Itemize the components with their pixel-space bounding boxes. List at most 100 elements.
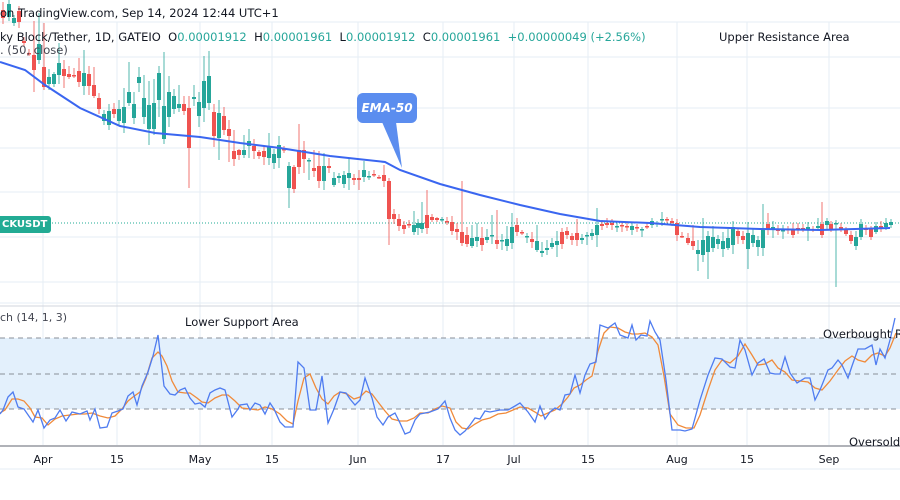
candle[interactable] <box>420 202 424 233</box>
candle[interactable] <box>879 221 883 232</box>
candle[interactable] <box>455 223 459 240</box>
candle[interactable] <box>222 107 226 135</box>
candle[interactable] <box>445 217 449 225</box>
candle[interactable] <box>834 220 838 287</box>
candle[interactable] <box>854 231 858 250</box>
ema-indicator-legend[interactable]: . (50, close) <box>0 43 68 57</box>
candle[interactable] <box>232 130 236 166</box>
candle[interactable] <box>615 223 619 232</box>
candle[interactable] <box>540 242 544 257</box>
candle[interactable] <box>555 231 559 257</box>
candle[interactable] <box>362 161 366 182</box>
candle[interactable] <box>67 66 71 79</box>
candle[interactable] <box>535 225 539 252</box>
candle[interactable] <box>525 233 529 243</box>
candle[interactable] <box>37 13 41 64</box>
candle[interactable] <box>849 231 853 244</box>
candle[interactable] <box>716 235 720 249</box>
candle[interactable] <box>392 209 396 224</box>
candle[interactable] <box>416 219 420 235</box>
candle[interactable] <box>277 136 281 168</box>
candle[interactable] <box>796 223 800 234</box>
candle[interactable] <box>332 172 336 187</box>
candle[interactable] <box>242 135 246 158</box>
candle[interactable] <box>262 146 266 165</box>
candle[interactable] <box>307 158 311 180</box>
candle[interactable] <box>630 223 634 235</box>
candle[interactable] <box>590 229 594 240</box>
candle[interactable] <box>372 170 376 177</box>
candle[interactable] <box>257 150 261 159</box>
candle[interactable] <box>52 72 56 87</box>
candle[interactable] <box>864 225 868 235</box>
candle[interactable] <box>12 15 16 26</box>
candle[interactable] <box>675 219 679 241</box>
candle[interactable] <box>272 149 276 169</box>
candle[interactable] <box>132 92 136 124</box>
candle[interactable] <box>435 217 439 222</box>
candle[interactable] <box>465 227 469 247</box>
candle[interactable] <box>665 217 669 223</box>
candle[interactable] <box>756 236 760 256</box>
candle[interactable] <box>102 110 106 125</box>
candle[interactable] <box>287 162 291 208</box>
candle[interactable] <box>192 85 196 106</box>
ema-callout[interactable]: EMA-50 <box>357 93 417 123</box>
candle[interactable] <box>267 133 271 165</box>
candle[interactable] <box>187 96 191 188</box>
candle[interactable] <box>816 218 820 230</box>
candle[interactable] <box>475 223 479 247</box>
candle[interactable] <box>485 229 489 243</box>
candle[interactable] <box>495 210 499 249</box>
candle[interactable] <box>217 100 221 160</box>
candle[interactable] <box>1 2 5 24</box>
candle[interactable] <box>317 151 321 188</box>
candle[interactable] <box>736 228 740 244</box>
candle[interactable] <box>480 227 484 251</box>
candle[interactable] <box>430 214 434 222</box>
candle[interactable] <box>801 224 805 232</box>
candle[interactable] <box>342 171 346 188</box>
candle[interactable] <box>450 216 454 235</box>
candle[interactable] <box>701 218 705 262</box>
candle[interactable] <box>806 222 810 241</box>
symbol-name[interactable]: ky Block/Tether, 1D, GATEIO <box>0 30 161 44</box>
candle[interactable] <box>402 221 406 234</box>
candle[interactable] <box>152 79 156 135</box>
candle[interactable] <box>387 178 391 245</box>
candle[interactable] <box>62 60 66 88</box>
candle[interactable] <box>490 215 494 244</box>
candle[interactable] <box>570 233 574 245</box>
candle[interactable] <box>560 228 564 249</box>
candle[interactable] <box>781 225 785 239</box>
candle[interactable] <box>520 230 524 235</box>
candle[interactable] <box>766 213 770 235</box>
candle[interactable] <box>510 213 514 249</box>
candle[interactable] <box>425 190 429 234</box>
candle[interactable] <box>640 227 644 237</box>
candle[interactable] <box>500 234 504 250</box>
candle[interactable] <box>167 76 171 127</box>
candle[interactable] <box>202 56 206 122</box>
candle[interactable] <box>580 234 584 244</box>
candle[interactable] <box>347 159 351 190</box>
candle[interactable] <box>741 231 745 244</box>
candle[interactable] <box>137 67 141 92</box>
candle[interactable] <box>297 124 301 174</box>
candle[interactable] <box>157 66 161 117</box>
candle[interactable] <box>711 226 715 252</box>
candle[interactable] <box>127 62 131 106</box>
candle[interactable] <box>397 214 401 231</box>
candle[interactable] <box>302 141 306 173</box>
candle[interactable] <box>820 202 824 238</box>
candle[interactable] <box>691 225 695 250</box>
candle[interactable] <box>87 66 91 95</box>
candle[interactable] <box>382 165 386 187</box>
candle[interactable] <box>117 100 121 125</box>
candle[interactable] <box>751 228 755 247</box>
candle[interactable] <box>42 23 46 90</box>
candle[interactable] <box>182 96 186 115</box>
candle[interactable] <box>595 208 599 247</box>
stoch-indicator-legend[interactable]: ch (14, 1, 3) <box>0 311 68 324</box>
candle[interactable] <box>367 171 371 180</box>
